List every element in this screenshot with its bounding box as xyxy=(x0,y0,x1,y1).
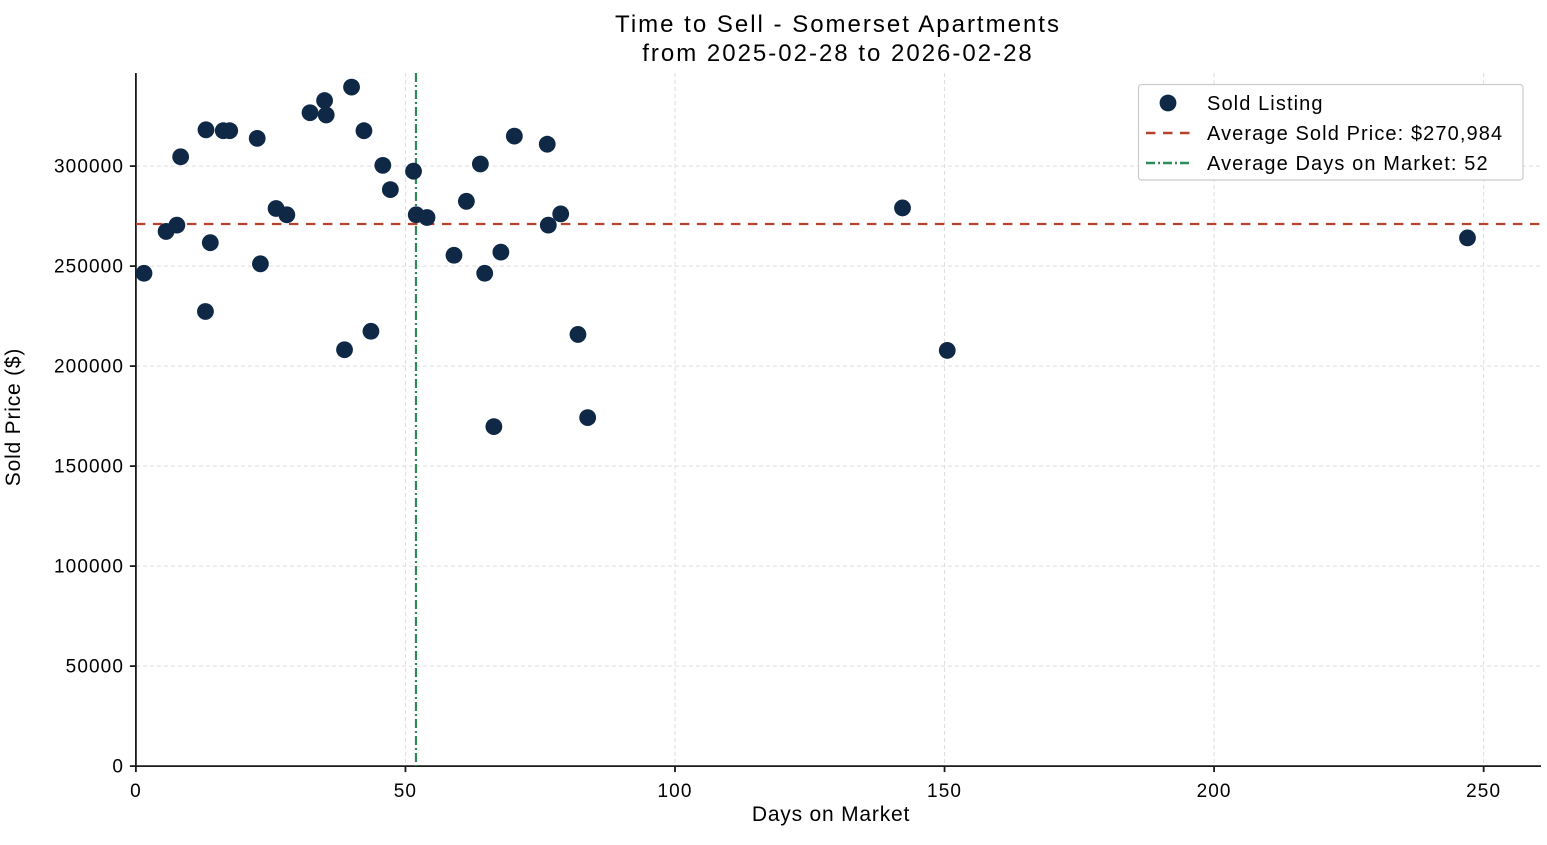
svg-text:Sold Listing: Sold Listing xyxy=(1207,93,1324,115)
svg-text:Days on Market: Days on Market xyxy=(752,803,910,826)
svg-text:250000: 250000 xyxy=(54,257,124,278)
svg-text:150000: 150000 xyxy=(54,457,124,478)
svg-text:100000: 100000 xyxy=(54,557,124,578)
svg-text:Average Days on Market: 52: Average Days on Market: 52 xyxy=(1207,153,1489,175)
svg-text:100: 100 xyxy=(657,781,692,802)
svg-text:200: 200 xyxy=(1197,781,1232,802)
svg-text:Time to Sell - Somerset Apartm: Time to Sell - Somerset Apartments xyxy=(615,11,1061,38)
svg-text:0: 0 xyxy=(112,757,124,778)
svg-text:0: 0 xyxy=(130,781,142,802)
svg-text:50: 50 xyxy=(394,781,417,802)
svg-text:50000: 50000 xyxy=(66,657,124,678)
svg-text:Average Sold Price: $270,984: Average Sold Price: $270,984 xyxy=(1207,123,1503,145)
svg-text:150: 150 xyxy=(927,781,962,802)
svg-text:from 2025-02-28 to 2026-02-28: from 2025-02-28 to 2026-02-28 xyxy=(642,40,1034,67)
svg-text:200000: 200000 xyxy=(54,357,124,378)
svg-text:300000: 300000 xyxy=(54,157,124,178)
svg-text:Sold Price ($): Sold Price ($) xyxy=(2,348,25,486)
svg-text:250: 250 xyxy=(1466,781,1501,802)
